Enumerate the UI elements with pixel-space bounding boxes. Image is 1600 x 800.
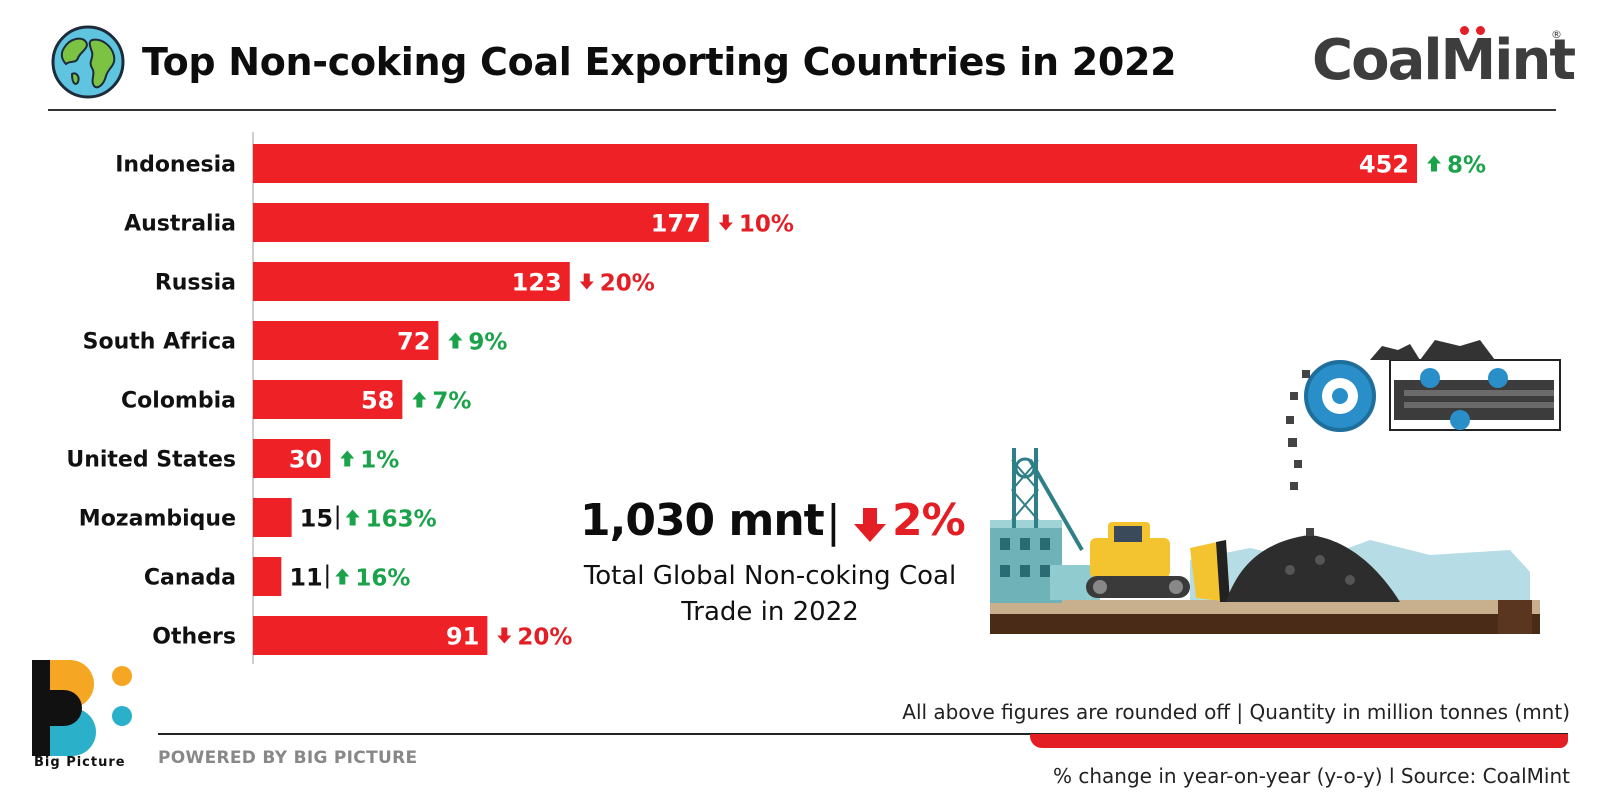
arrow-down-icon [854,508,886,542]
category-label: Indonesia [115,153,236,178]
category-label: Others [152,625,236,650]
bar [253,498,292,537]
arrow-up-icon [340,450,355,467]
footer-accent [1030,734,1568,748]
total-label: Total Global Non-coking Coal Trade in 20… [583,561,957,627]
logo-dot-right [1476,26,1485,35]
bar [253,203,709,242]
big-picture-logo [32,660,132,756]
value-label: 452 [1359,151,1409,179]
change-label: 20% [517,625,572,651]
coalmint-logo: CoalMint ® [1312,26,1576,96]
arrow-up-icon [1427,155,1441,172]
logo-text: CoalMint [1312,28,1576,93]
arrow-up-icon [412,391,427,408]
bar [253,616,488,655]
powered-by-label: POWERED BY BIG PICTURE [158,748,418,768]
arrow-up-icon [335,568,350,585]
change-label: 163% [366,507,437,533]
value-label: 177 [651,210,701,238]
bar [253,262,570,301]
category-label: United States [66,448,236,473]
bar [253,557,282,596]
bar [253,380,403,419]
category-label: Canada [144,566,236,591]
value-label: 15 [300,505,333,533]
change-label: 10% [739,212,794,238]
bar [253,321,439,360]
chart-title: Top Non-coking Coal Exporting Countries … [142,40,1177,84]
mining-illustration [990,340,1561,634]
arrow-down-icon [497,627,512,644]
bar [253,439,331,478]
change-label: 1% [360,448,399,474]
value-label: 11 [289,564,322,592]
total-separator: | [826,496,841,547]
arrow-down-icon [718,214,733,231]
bar [253,144,1417,183]
arrow-down-icon [579,273,594,290]
category-label: South Africa [83,330,236,355]
logo-registered: ® [1551,28,1562,41]
category-label: Russia [155,271,236,296]
header-rule [48,109,1556,111]
category-label: Mozambique [79,507,236,532]
change-label: 7% [432,389,471,415]
arrow-up-icon [448,332,463,349]
category-label: Colombia [121,389,236,414]
units-note: All above figures are rounded off | Quan… [902,700,1570,724]
value-label: 72 [397,328,430,356]
value-label: 91 [446,623,479,651]
globe-icon [51,25,125,99]
change-label: 20% [600,271,655,297]
big-picture-label: Big Picture [34,755,126,770]
logo-dot-left [1460,26,1469,35]
value-label: 30 [289,446,322,474]
category-label: Australia [124,212,236,237]
value-label: 58 [361,387,394,415]
change-label: 9% [468,330,507,356]
source-note: % change in year-on-year (y-o-y) l Sourc… [1053,764,1570,788]
arrow-up-icon [345,509,360,526]
total-value: 1,030 mnt [580,495,825,546]
value-label: 123 [512,269,562,297]
change-label: 16% [355,566,410,592]
total-change: 2% [892,495,966,546]
change-label: 8% [1447,153,1486,179]
footer-rule [158,733,1568,735]
